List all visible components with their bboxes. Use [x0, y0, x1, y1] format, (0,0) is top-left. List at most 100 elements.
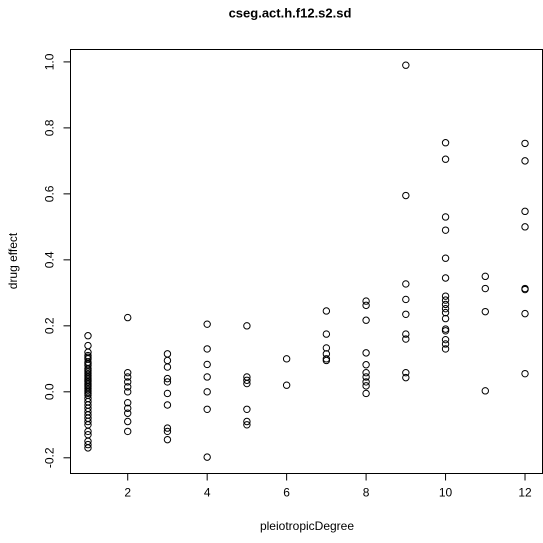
- x-tick-label: 4: [204, 486, 211, 500]
- point: [203, 453, 211, 461]
- point: [163, 350, 172, 358]
- x-tick-label: 8: [363, 486, 370, 500]
- point: [163, 389, 172, 398]
- x-tick-label: 6: [283, 486, 290, 500]
- point: [362, 297, 370, 305]
- point: [441, 226, 450, 234]
- x-tick-label: 12: [518, 486, 532, 500]
- point: [124, 417, 132, 426]
- point: [203, 373, 211, 381]
- point: [362, 368, 370, 377]
- point: [521, 369, 529, 378]
- point: [124, 313, 132, 322]
- point: [163, 435, 172, 444]
- point: [521, 223, 529, 231]
- point: [84, 440, 92, 449]
- point: [163, 424, 172, 432]
- point: [124, 409, 132, 417]
- point: [441, 340, 450, 348]
- point: [84, 427, 92, 436]
- point: [84, 332, 92, 340]
- point: [362, 361, 370, 369]
- point: [203, 345, 211, 353]
- point: [124, 373, 132, 381]
- point: [441, 335, 450, 344]
- plot-frame: [70, 49, 543, 474]
- point: [124, 399, 132, 407]
- point: [521, 139, 529, 148]
- point: [203, 360, 211, 369]
- point: [402, 61, 410, 69]
- point: [84, 341, 92, 350]
- point: [362, 316, 370, 324]
- y-tick-label: 0.8: [43, 119, 57, 136]
- point: [124, 378, 132, 386]
- point: [362, 389, 370, 398]
- point: [402, 368, 410, 377]
- point: [521, 285, 529, 294]
- point: [441, 314, 450, 323]
- x-tick-label: 2: [124, 486, 131, 500]
- point: [521, 309, 529, 318]
- point: [163, 427, 172, 436]
- point: [243, 421, 251, 429]
- point: [441, 292, 450, 300]
- point: [124, 383, 132, 391]
- point: [402, 295, 410, 304]
- y-tick-label: 0.6: [43, 185, 57, 202]
- y-tick-label: -0.2: [43, 447, 57, 468]
- point: [322, 356, 331, 365]
- point: [163, 363, 172, 371]
- point: [362, 373, 370, 381]
- point: [362, 349, 370, 357]
- point: [441, 274, 450, 282]
- point: [362, 378, 370, 386]
- point: [124, 388, 132, 396]
- point: [481, 307, 489, 316]
- point: [203, 388, 211, 396]
- x-axis-label: pleiotropicDegree: [260, 519, 354, 533]
- point: [362, 301, 370, 310]
- point: [441, 254, 450, 262]
- point: [124, 404, 132, 413]
- point: [441, 296, 450, 304]
- y-tick-label: 0.0: [43, 383, 57, 400]
- point: [441, 300, 450, 309]
- point: [362, 382, 370, 390]
- point: [163, 378, 172, 386]
- point: [481, 272, 489, 281]
- point: [521, 157, 529, 165]
- point: [203, 320, 211, 328]
- point: [124, 427, 132, 436]
- point: [402, 335, 410, 343]
- point: [441, 213, 450, 221]
- y-tick-label: 1.0: [43, 53, 57, 70]
- y-axis-label: drug effect: [6, 232, 20, 289]
- point: [163, 374, 172, 383]
- point: [84, 444, 92, 452]
- point: [402, 310, 410, 318]
- point: [243, 376, 251, 384]
- point: [243, 417, 251, 426]
- point: [402, 330, 410, 338]
- point: [441, 345, 450, 353]
- point: [481, 284, 489, 293]
- chart-title: cseg.act.h.f12.s2.sd: [229, 5, 352, 20]
- point: [84, 417, 92, 426]
- y-tick-label: 0.2: [43, 317, 57, 334]
- point: [402, 373, 410, 382]
- point: [322, 330, 331, 338]
- point: [402, 191, 410, 200]
- point: [441, 304, 450, 313]
- point: [243, 322, 251, 330]
- point: [441, 327, 450, 335]
- point: [203, 405, 211, 413]
- point: [441, 139, 450, 147]
- y-tick-label: 0.4: [43, 251, 57, 268]
- point: [163, 401, 172, 409]
- point: [243, 379, 251, 388]
- point: [163, 356, 172, 365]
- point: [282, 355, 291, 363]
- point: [521, 207, 529, 216]
